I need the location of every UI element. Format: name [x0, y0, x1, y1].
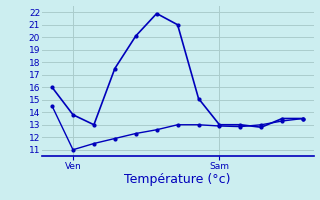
X-axis label: Température (°c): Température (°c)	[124, 173, 231, 186]
